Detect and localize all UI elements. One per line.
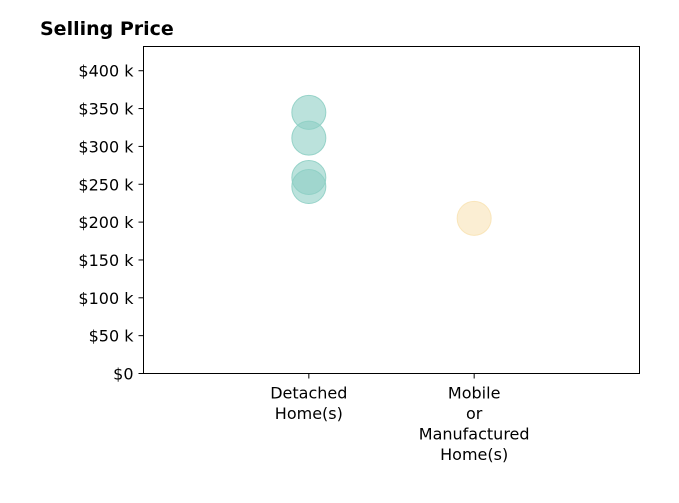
y-tick-label: $350 k	[78, 100, 134, 119]
y-tick-label: $250 k	[78, 175, 134, 194]
data-point	[291, 169, 327, 205]
axes-frame	[143, 46, 640, 374]
x-tick-label: or	[466, 404, 483, 423]
y-tick-label: $150 k	[78, 251, 134, 270]
y-tick-label: $0	[113, 365, 133, 384]
y-tick-label: $400 k	[78, 62, 134, 81]
x-tick-label: Home(s)	[275, 404, 343, 423]
y-tick-label: $100 k	[78, 289, 134, 308]
x-axis: DetachedHome(s)MobileorManufacturedHome(…	[270, 373, 530, 464]
x-tick-label: Manufactured	[419, 425, 530, 444]
chart-title: Selling Price	[40, 18, 174, 40]
y-axis: $0 $50 k $100 k $150 k $200 k $250 k $300 k $35…	[78, 62, 144, 384]
y-tick-label: $50 k	[89, 327, 135, 346]
x-tick-label: Mobile	[448, 384, 500, 403]
y-tick-label: $300 k	[78, 137, 134, 156]
data-point	[291, 120, 327, 156]
plot-area	[291, 94, 492, 236]
data-point	[456, 200, 492, 236]
x-tick-label: Home(s)	[440, 445, 508, 464]
x-tick-label: Detached	[270, 384, 347, 403]
y-tick-label: $200 k	[78, 213, 134, 232]
